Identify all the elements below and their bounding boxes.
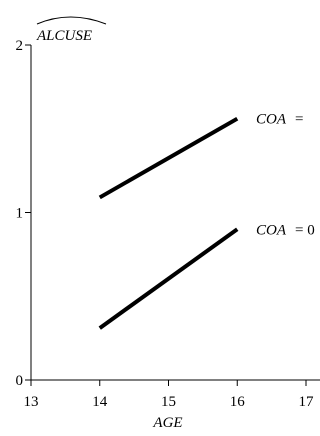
series-label-eq: = [295, 112, 303, 128]
series-line-2 [98, 227, 239, 330]
ylabel-hat [36, 16, 107, 25]
series-label-var: COA [256, 112, 287, 128]
x-axis-title: AGE [152, 415, 182, 431]
series-label-2: COA = 0 [256, 222, 315, 238]
x-tick-label: 14 [92, 394, 108, 410]
y-tick-label: 2 [16, 38, 24, 54]
ticks: 13 14 15 16 17 0 1 2 [16, 38, 315, 410]
series-label-eq: = 0 [295, 222, 315, 238]
series-group: COA = COA = 0 [98, 112, 315, 330]
y-axis-title: ALCUSE [36, 28, 92, 44]
y-tick-label: 1 [16, 206, 24, 222]
x-tick-label: 13 [24, 394, 39, 410]
series-line-1 [98, 116, 239, 200]
series-label-1: COA = [256, 112, 303, 128]
y-tick-label: 0 [16, 373, 24, 389]
x-tick-label: 16 [230, 394, 246, 410]
series-label-var: COA [256, 222, 287, 238]
x-tick-label: 17 [299, 394, 315, 410]
x-tick-label: 15 [161, 394, 176, 410]
